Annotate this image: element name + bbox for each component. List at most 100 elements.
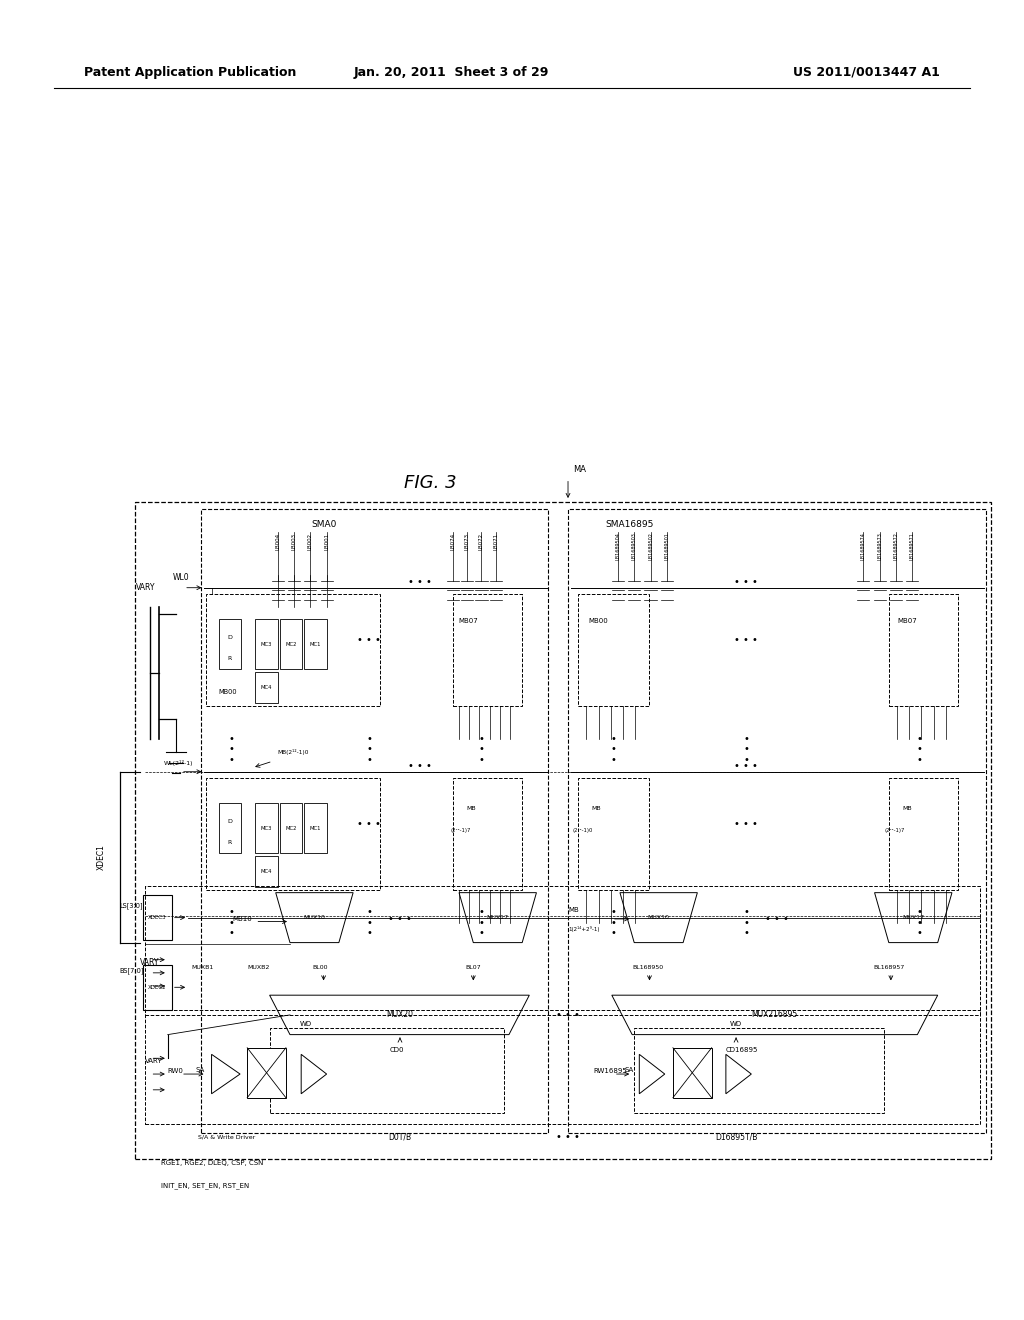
- Text: (2¹²-1)0: (2¹²-1)0: [572, 829, 593, 833]
- Text: •: •: [916, 928, 923, 939]
- Text: LB004: LB004: [275, 532, 281, 549]
- Text: RW0: RW0: [168, 1068, 183, 1074]
- Text: R: R: [227, 841, 232, 845]
- Text: INIT_EN, SET_EN, RST_EN: INIT_EN, SET_EN, RST_EN: [161, 1183, 249, 1189]
- Text: •: •: [367, 734, 373, 744]
- Text: MC3: MC3: [261, 642, 272, 647]
- Text: •: •: [611, 734, 616, 744]
- Text: MUX17: MUX17: [486, 915, 509, 920]
- Text: MC1: MC1: [309, 642, 322, 647]
- Text: •: •: [743, 907, 750, 917]
- Text: LS[3:0]: LS[3:0]: [119, 903, 142, 909]
- Text: BL168950: BL168950: [632, 965, 664, 970]
- Bar: [255, 619, 278, 669]
- Text: BL168957: BL168957: [873, 965, 905, 970]
- Text: LB1689572: LB1689572: [894, 532, 898, 561]
- Text: MUX10: MUX10: [648, 915, 670, 920]
- Text: •: •: [916, 917, 923, 928]
- Text: • • •: • • •: [734, 820, 758, 829]
- Text: MC2: MC2: [286, 642, 297, 647]
- Text: VARY: VARY: [145, 1057, 163, 1064]
- Text: D: D: [227, 635, 232, 640]
- Text: MC4: MC4: [261, 869, 272, 874]
- Text: • • •: • • •: [734, 635, 758, 645]
- Bar: [207, 779, 380, 890]
- Text: •: •: [367, 755, 373, 764]
- Text: LB1689574: LB1689574: [861, 532, 866, 561]
- Text: XDEC2: XDEC2: [148, 985, 167, 990]
- Text: •: •: [229, 917, 234, 928]
- Text: MB: MB: [568, 907, 579, 912]
- Text: WD: WD: [300, 1022, 312, 1027]
- Text: LB1689573: LB1689573: [878, 532, 882, 561]
- Text: •: •: [478, 907, 484, 917]
- Text: • • •: • • •: [765, 913, 788, 924]
- Text: •: •: [611, 755, 616, 764]
- Text: •: •: [743, 928, 750, 939]
- Text: D: D: [227, 820, 232, 824]
- Text: MB: MB: [902, 807, 912, 810]
- Text: •: •: [478, 917, 484, 928]
- Text: •: •: [367, 917, 373, 928]
- Text: R: R: [227, 656, 232, 661]
- Bar: [207, 594, 380, 706]
- Text: •: •: [611, 907, 616, 917]
- Text: LB001: LB001: [325, 532, 329, 549]
- Text: •: •: [916, 734, 923, 744]
- Bar: [634, 1028, 884, 1114]
- Bar: [453, 594, 522, 706]
- Text: XDEC1: XDEC1: [97, 845, 106, 870]
- Text: •: •: [743, 917, 750, 928]
- Bar: [202, 508, 548, 1133]
- Bar: [219, 804, 241, 853]
- Text: MA: MA: [573, 465, 586, 474]
- Text: MUX20: MUX20: [386, 1010, 414, 1019]
- Text: MC2: MC2: [286, 826, 297, 830]
- Text: MB(2¹²-1)0: MB(2¹²-1)0: [278, 748, 309, 755]
- Text: WD: WD: [730, 1022, 742, 1027]
- Text: MC4: MC4: [261, 685, 272, 690]
- Text: 1(2¹⁴+2⁹-1): 1(2¹⁴+2⁹-1): [568, 927, 599, 932]
- Text: LB1689502: LB1689502: [648, 532, 653, 561]
- Text: MUXB1: MUXB1: [191, 965, 213, 970]
- Text: D16895T/B: D16895T/B: [715, 1133, 757, 1142]
- Bar: [255, 672, 278, 704]
- Bar: [568, 508, 985, 1133]
- Text: MB00: MB00: [219, 689, 238, 696]
- Text: •: •: [229, 744, 234, 755]
- Bar: [145, 1010, 981, 1125]
- Bar: [579, 594, 649, 706]
- Bar: [247, 1048, 286, 1098]
- Text: BL00: BL00: [312, 965, 328, 970]
- Text: • • •: • • •: [556, 1010, 580, 1020]
- Text: MB: MB: [467, 807, 476, 810]
- Text: (2¹²-1)7: (2¹²-1)7: [885, 829, 905, 833]
- Bar: [143, 895, 172, 940]
- Bar: [453, 779, 522, 890]
- Text: RGE1, RGE2, DLEQ, CSP, CSN: RGE1, RGE2, DLEQ, CSP, CSN: [161, 1160, 263, 1167]
- Text: •: •: [367, 928, 373, 939]
- Text: •: •: [478, 928, 484, 939]
- Text: •: •: [367, 744, 373, 755]
- Text: WL(2¹²-1): WL(2¹²-1): [164, 759, 194, 766]
- Bar: [269, 1028, 504, 1114]
- Text: •: •: [229, 928, 234, 939]
- Text: WL0: WL0: [173, 573, 189, 582]
- Text: SA: SA: [196, 1067, 205, 1073]
- Text: •: •: [229, 755, 234, 764]
- Text: • • •: • • •: [734, 762, 758, 771]
- Text: LB1689503: LB1689503: [632, 532, 637, 561]
- Text: LB073: LB073: [465, 532, 470, 549]
- Bar: [135, 503, 990, 1159]
- Text: • • •: • • •: [556, 1133, 580, 1142]
- Text: SMA16895: SMA16895: [605, 520, 653, 529]
- Text: • • •: • • •: [734, 577, 758, 587]
- Text: • • •: • • •: [409, 762, 432, 771]
- Text: RW16895: RW16895: [594, 1068, 628, 1074]
- Bar: [579, 779, 649, 890]
- Text: •: •: [478, 734, 484, 744]
- Text: LB003: LB003: [292, 532, 297, 549]
- Text: • • •: • • •: [388, 913, 412, 924]
- Text: LB071: LB071: [494, 532, 499, 549]
- Text: LB074: LB074: [451, 532, 456, 549]
